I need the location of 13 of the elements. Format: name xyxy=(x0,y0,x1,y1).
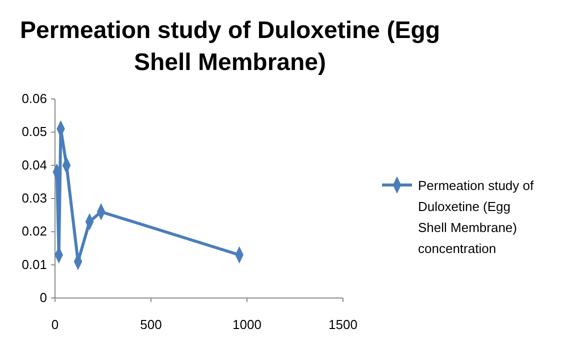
y-tick-label: 0.02 xyxy=(22,224,47,239)
y-tick-label: 0.04 xyxy=(22,157,47,172)
y-tick-label: 0.01 xyxy=(22,256,47,272)
y-tick-label: 0.05 xyxy=(22,124,47,140)
y-tick-label: 0 xyxy=(40,290,47,305)
x-tick-label: 500 xyxy=(140,317,162,332)
x-tick-label: 1000 xyxy=(232,317,262,332)
legend-label: Permeation study of Duloxetine (Egg Shell Membrane) concentration xyxy=(418,178,534,256)
chart-title: Permeation study of Duloxetine (Egg Shell Membrane) xyxy=(20,17,440,76)
y-tick-label: 0.03 xyxy=(22,190,47,206)
x-tick-label: 1500 xyxy=(328,317,358,332)
y-tick-label: 0.06 xyxy=(22,91,47,106)
x-tick-label: 0 xyxy=(51,317,59,332)
